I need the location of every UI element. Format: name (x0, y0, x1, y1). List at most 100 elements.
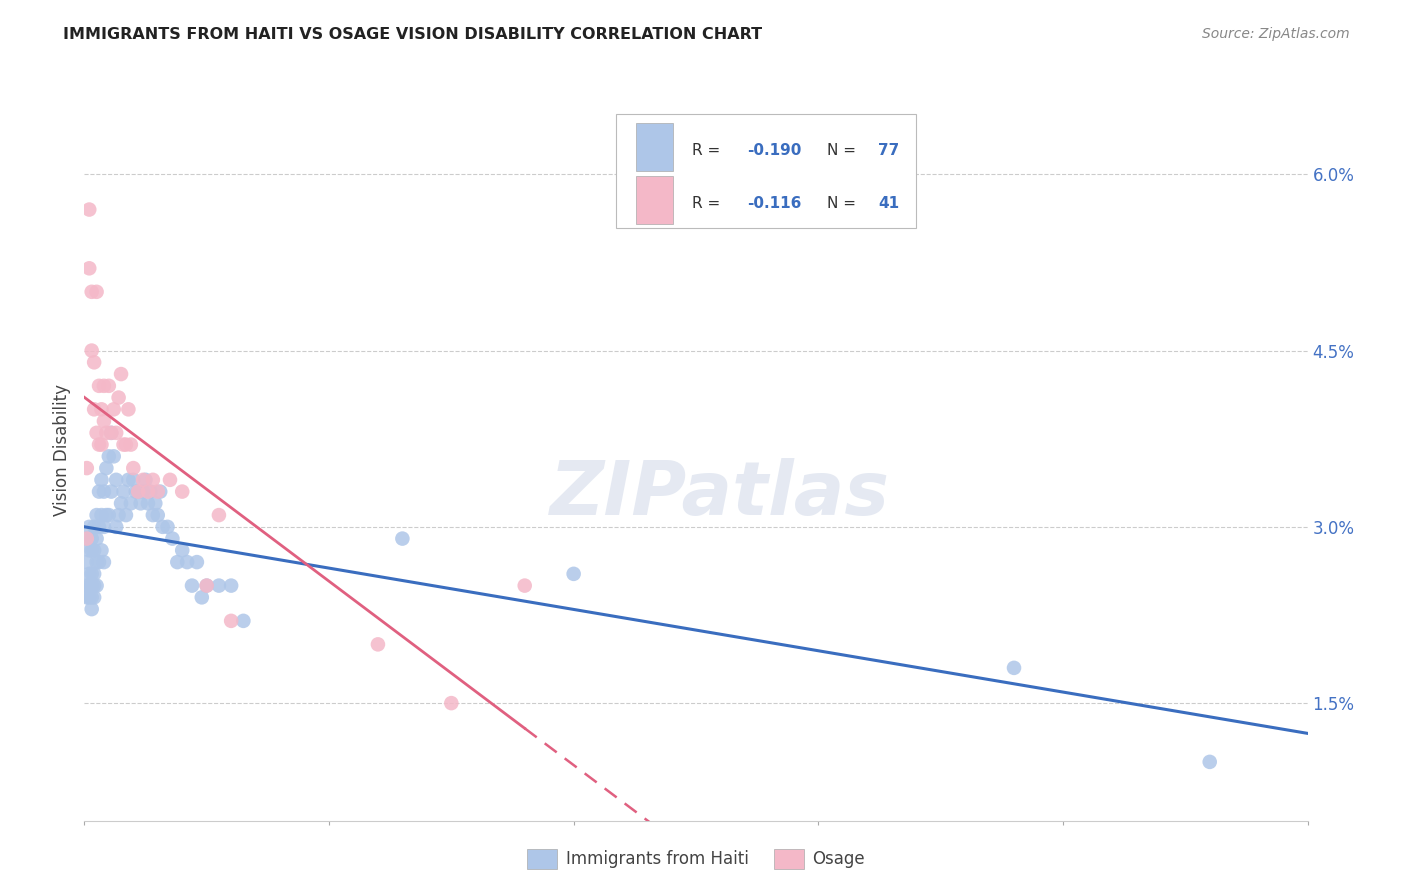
Point (103, 450, 125, 464)
Text: R =: R = (692, 143, 725, 158)
Legend: Immigrants from Haiti, Osage: Immigrants from Haiti, Osage (520, 843, 872, 875)
Point (76, 579, 98, 593)
Point (181, 579, 204, 593)
Point (172, 484, 194, 499)
Text: 77: 77 (879, 143, 900, 158)
Point (80, 532, 103, 546)
Point (122, 461, 145, 475)
Point (120, 437, 142, 451)
Point (117, 402, 139, 417)
Point (115, 437, 138, 451)
Y-axis label: Vision Disability: Vision Disability (53, 384, 72, 516)
Point (83, 591, 105, 605)
Point (132, 473, 155, 487)
Point (162, 532, 184, 546)
Point (110, 496, 132, 510)
Point (152, 520, 174, 534)
Point (100, 425, 122, 440)
FancyBboxPatch shape (636, 123, 672, 171)
Point (219, 614, 242, 628)
Point (127, 484, 149, 499)
Point (77, 579, 100, 593)
Point (135, 473, 157, 487)
Point (117, 473, 139, 487)
Point (186, 555, 208, 569)
Point (110, 367, 132, 381)
Point (195, 579, 218, 593)
Point (562, 566, 585, 581)
Point (191, 591, 214, 605)
Point (90, 402, 112, 417)
Point (83, 579, 105, 593)
Point (77, 520, 100, 534)
Point (90, 543, 112, 558)
Text: N =: N = (827, 143, 860, 158)
Point (103, 402, 125, 417)
Point (86, 285, 108, 299)
Point (93, 414, 115, 428)
Point (76, 555, 98, 569)
Point (513, 579, 536, 593)
Point (112, 484, 135, 499)
Point (93, 520, 115, 534)
Point (136, 496, 159, 510)
Point (76, 591, 98, 605)
Point (86, 532, 108, 546)
Point (76, 461, 98, 475)
Point (142, 508, 165, 522)
Point (115, 508, 138, 522)
Point (146, 484, 169, 499)
Point (77, 591, 100, 605)
Point (80, 343, 103, 358)
Point (120, 496, 142, 510)
Point (96, 425, 118, 440)
Point (143, 496, 166, 510)
Point (77, 543, 100, 558)
Point (80, 591, 103, 605)
Point (77, 566, 100, 581)
Point (87, 484, 110, 499)
Point (76, 532, 98, 546)
Text: N =: N = (827, 195, 860, 211)
Point (107, 508, 129, 522)
Point (90, 437, 112, 451)
Point (77, 261, 100, 276)
Text: ZIPatlas: ZIPatlas (550, 458, 890, 532)
Point (166, 555, 188, 569)
Point (149, 484, 172, 499)
Point (105, 473, 128, 487)
Point (90, 473, 112, 487)
Point (208, 508, 231, 522)
Point (367, 637, 389, 651)
Point (1002, 661, 1025, 675)
Point (142, 473, 165, 487)
Point (80, 285, 103, 299)
Point (80, 602, 103, 616)
Text: -0.116: -0.116 (748, 195, 801, 211)
Point (100, 425, 122, 440)
Point (83, 355, 105, 369)
Point (83, 543, 105, 558)
Point (112, 437, 135, 451)
Point (195, 579, 218, 593)
Point (93, 484, 115, 499)
Point (172, 543, 194, 558)
Point (97, 508, 120, 522)
Point (136, 484, 159, 499)
Text: Source: ZipAtlas.com: Source: ZipAtlas.com (1202, 27, 1350, 41)
Point (87, 379, 110, 393)
Point (83, 520, 105, 534)
Point (97, 450, 120, 464)
Point (440, 696, 463, 710)
Point (80, 579, 103, 593)
Point (80, 566, 103, 581)
Point (391, 532, 413, 546)
Point (125, 484, 148, 499)
Point (100, 484, 122, 499)
Text: IMMIGRANTS FROM HAITI VS OSAGE VISION DISABILITY CORRELATION CHART: IMMIGRANTS FROM HAITI VS OSAGE VISION DI… (63, 27, 762, 42)
Point (96, 461, 118, 475)
Point (232, 614, 254, 628)
Point (86, 555, 108, 569)
Point (107, 391, 129, 405)
Point (90, 508, 112, 522)
